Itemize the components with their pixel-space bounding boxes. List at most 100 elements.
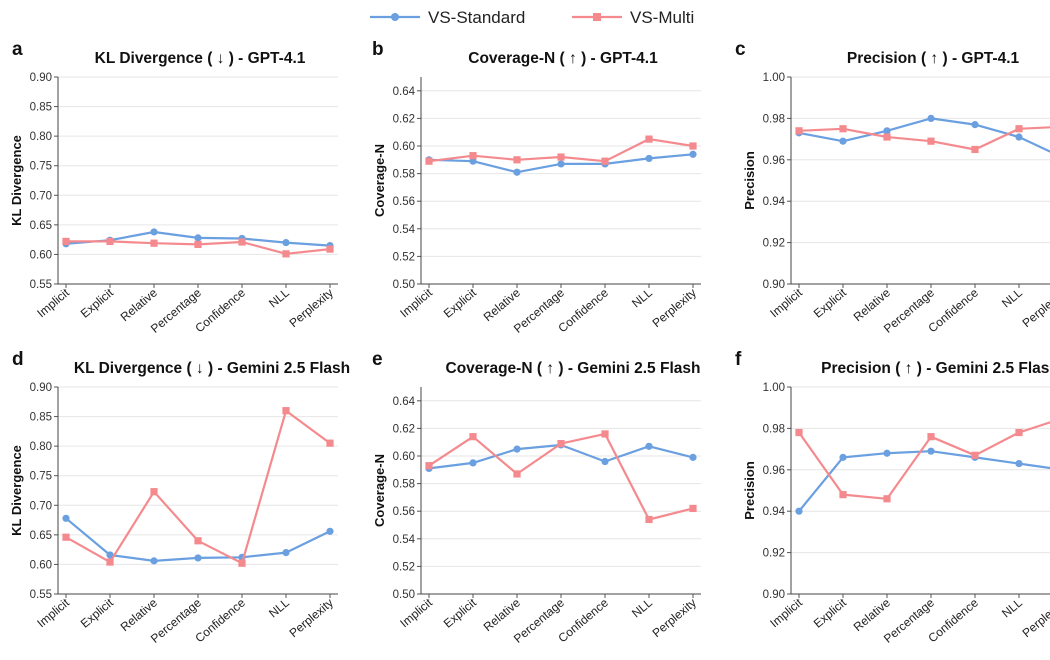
y-tick-label: 0.55: [30, 589, 52, 601]
y-tick-label: 0.85: [30, 412, 52, 424]
panel-letter: c: [735, 39, 746, 60]
data-point: [513, 470, 521, 478]
y-tick-label: 0.62: [393, 423, 415, 435]
y-tick-label: 0.80: [30, 131, 52, 143]
data-point: [62, 237, 70, 246]
y-tick-label: 0.62: [393, 113, 415, 125]
y-tick-label: 0.58: [393, 479, 415, 491]
y-tick-label: 1.00: [763, 382, 785, 394]
panel-letter: a: [12, 39, 23, 60]
y-tick-label: 0.64: [393, 396, 416, 408]
panel-f: f Precision ( ↑ ) - Gemini 2.5 Flash 0.90 0…: [735, 349, 1050, 646]
data-point: [1015, 133, 1023, 141]
x-tick-label: Relative: [481, 285, 523, 324]
panel-e: e Coverage-N ( ↑ ) - Gemini 2.5 Flash 0.50…: [372, 349, 701, 646]
data-point: [689, 504, 697, 513]
data-point: [645, 515, 653, 524]
x-tick-label: Explicit: [811, 285, 850, 321]
y-tick-label: 0.70: [30, 190, 52, 202]
panel-letter: d: [12, 349, 24, 370]
data-point: [971, 145, 979, 154]
panel-title: Precision ( ↑ ) - GPT-4.1: [847, 50, 1020, 67]
legend-entry-1: VS-Standard: [370, 8, 525, 27]
data-point: [795, 428, 803, 437]
panel-a: a KL Divergence ( ↓ ) - GPT-4.1 0.55 0.60 0.…: [9, 39, 338, 336]
x-tick-label: NLL: [266, 285, 292, 310]
data-point: [689, 453, 697, 461]
x-tick-label: NLL: [629, 285, 655, 310]
y-tick-label: 0.55: [30, 279, 52, 291]
y-axis-label: Coverage-N: [372, 144, 387, 217]
x-tick-label: NLL: [999, 595, 1025, 620]
series-vs-multi: [425, 430, 697, 524]
data-point: [557, 439, 565, 448]
data-point: [645, 135, 653, 143]
y-tick-label: 0.56: [393, 506, 415, 518]
data-point: [971, 121, 979, 129]
y-tick-label: 0.65: [30, 220, 52, 232]
y-tick-label: 0.70: [30, 500, 52, 512]
data-point: [194, 537, 202, 545]
y-tick-label: 0.85: [30, 102, 52, 114]
x-tick-label: Relative: [481, 595, 523, 634]
data-point: [150, 228, 158, 236]
y-tick-label: 0.94: [763, 506, 786, 518]
legend-entry-2: VS-Multi: [572, 8, 694, 27]
data-point: [469, 459, 477, 467]
data-point: [194, 554, 202, 562]
data-point: [194, 234, 202, 242]
data-point: [62, 514, 70, 522]
y-tick-label: 0.54: [393, 534, 416, 546]
data-point: [106, 551, 114, 559]
x-tick-label: Explicit: [441, 285, 480, 321]
data-point: [839, 125, 847, 133]
y-axis-label: Coverage-N: [372, 454, 387, 527]
y-tick-label: 0.90: [30, 382, 52, 394]
y-tick-label: 0.92: [763, 238, 785, 250]
data-point: [883, 133, 891, 141]
data-point: [282, 407, 290, 415]
y-tick-label: 1.00: [763, 72, 785, 84]
data-point: [795, 507, 803, 515]
data-point: [1015, 428, 1023, 437]
series-line: [798, 117, 1050, 153]
x-tick-label: Relative: [118, 285, 160, 324]
data-point: [557, 160, 565, 168]
x-tick-label: Perplexity: [650, 596, 699, 641]
panel-d: d KL Divergence ( ↓ ) - Gemini 2.5 Flash 0…: [9, 349, 350, 646]
data-point: [601, 457, 609, 466]
x-tick-label: Perplexity: [1020, 286, 1050, 331]
x-tick-label: Perplexity: [650, 286, 699, 331]
data-point: [150, 488, 158, 496]
y-tick-label: 0.52: [393, 251, 415, 263]
data-point: [927, 114, 935, 122]
series-vs-multi: [795, 421, 1050, 503]
data-point: [194, 240, 202, 248]
data-point: [513, 445, 521, 453]
data-point: [883, 495, 891, 503]
panel-letter: f: [735, 349, 742, 370]
data-point: [601, 157, 609, 165]
y-tick-label: 0.75: [30, 471, 52, 483]
x-tick-label: Relative: [851, 595, 893, 634]
data-point: [839, 453, 847, 461]
data-point: [1015, 125, 1023, 133]
y-tick-label: 0.60: [393, 451, 415, 463]
y-tick-label: 0.98: [763, 423, 785, 435]
y-tick-label: 0.60: [30, 249, 52, 261]
y-tick-label: 0.98: [763, 113, 785, 125]
series-vs-standard: [795, 114, 1050, 153]
data-point: [282, 239, 290, 247]
y-tick-label: 0.92: [763, 548, 785, 560]
series-line: [798, 450, 1050, 512]
data-point: [645, 442, 653, 450]
y-axis-label: KL Divergence: [9, 135, 24, 226]
data-point: [469, 157, 477, 165]
legend-label: VS-Standard: [428, 8, 525, 27]
data-point: [238, 559, 246, 567]
data-point: [839, 137, 847, 145]
x-tick-label: Relative: [851, 285, 893, 324]
y-axis-label: Precision: [742, 151, 757, 210]
